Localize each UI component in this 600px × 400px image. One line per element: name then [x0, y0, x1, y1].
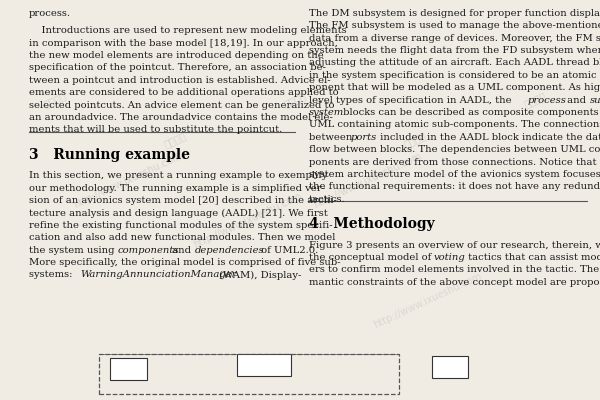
- Text: More specifically, the original model is comprised of five sub-: More specifically, the original model is…: [29, 258, 340, 267]
- Text: flow between blocks. The dependencies between UML com-: flow between blocks. The dependencies be…: [309, 145, 600, 154]
- Text: tactics that can assist model-: tactics that can assist model-: [465, 253, 600, 262]
- Text: between: between: [309, 133, 355, 142]
- Text: http://www.ixueshu.com: http://www.ixueshu.com: [72, 150, 184, 210]
- Text: components: components: [117, 246, 179, 255]
- FancyBboxPatch shape: [237, 354, 291, 376]
- Text: the system using: the system using: [29, 246, 118, 255]
- Text: tactics.: tactics.: [309, 195, 346, 204]
- Text: ments that will be used to substitute the pointcut.: ments that will be used to substitute th…: [29, 125, 282, 134]
- Text: Introductions are used to represent new modeling elements: Introductions are used to represent new …: [29, 26, 346, 35]
- Text: ponent that will be modeled as a UML component. As high-: ponent that will be modeled as a UML com…: [309, 83, 600, 92]
- Text: of UML2.0.: of UML2.0.: [257, 246, 318, 255]
- Text: tween a pointcut and introduction is established. Advice el-: tween a pointcut and introduction is est…: [29, 76, 331, 85]
- Text: system needs the flight data from the FD subsystem when: system needs the flight data from the FD…: [309, 46, 600, 55]
- Text: UML containing atomic sub-components. The connections: UML containing atomic sub-components. Th…: [309, 120, 600, 130]
- Text: ponents are derived from those connections. Notice that the: ponents are derived from those connectio…: [309, 158, 600, 167]
- Text: and: and: [564, 96, 589, 105]
- Text: our methodology. The running example is a simplified ver-: our methodology. The running example is …: [29, 184, 325, 193]
- Text: http://www.ixueshu.com: http://www.ixueshu.com: [192, 190, 304, 250]
- Text: ers to confirm model elements involved in the tactic. The se-: ers to confirm model elements involved i…: [309, 266, 600, 274]
- Text: sub-: sub-: [590, 96, 600, 105]
- Text: tecture analysis and design language (AADL) [21]. We first: tecture analysis and design language (AA…: [29, 208, 328, 218]
- Text: cation and also add new functional modules. Then we model: cation and also add new functional modul…: [29, 233, 335, 242]
- Text: The FM subsystem is used to manage the above-mentioned: The FM subsystem is used to manage the a…: [309, 21, 600, 30]
- Text: The DM subsystem is designed for proper function display.: The DM subsystem is designed for proper …: [309, 9, 600, 18]
- Text: 3   Running example: 3 Running example: [29, 148, 190, 162]
- Text: http://www.ixueshu.com: http://www.ixueshu.com: [372, 270, 484, 330]
- Text: (WAM), Display-: (WAM), Display-: [216, 270, 301, 280]
- Text: systems:: systems:: [29, 270, 79, 280]
- Text: ports: ports: [350, 133, 377, 142]
- Text: sion of an avionics system model [20] described in the archi-: sion of an avionics system model [20] de…: [29, 196, 337, 205]
- Text: blocks can be described as composite components of: blocks can be described as composite com…: [340, 108, 600, 117]
- Text: http://www.ixueshu.com: http://www.ixueshu.com: [312, 150, 424, 210]
- Text: ements are considered to be additional operations applied to: ements are considered to be additional o…: [29, 88, 338, 97]
- Text: in comparison with the base model [18,19]. In our approach,: in comparison with the base model [18,19…: [29, 38, 338, 48]
- Text: 百度文库: 百度文库: [522, 90, 548, 110]
- Text: system architecture model of the avionics system focuses on: system architecture model of the avionic…: [309, 170, 600, 179]
- Text: level types of specification in AADL, the: level types of specification in AADL, th…: [309, 96, 515, 105]
- Text: 百度文库: 百度文库: [162, 130, 188, 150]
- Text: adjusting the attitude of an aircraft. Each AADL thread block: adjusting the attitude of an aircraft. E…: [309, 58, 600, 68]
- Text: data from a diverse range of devices. Moreover, the FM sub-: data from a diverse range of devices. Mo…: [309, 34, 600, 43]
- Text: included in the AADL block indicate the data: included in the AADL block indicate the …: [377, 133, 600, 142]
- Text: and: and: [169, 246, 194, 255]
- Text: process.: process.: [29, 9, 71, 18]
- Text: the new model elements are introduced depending on the: the new model elements are introduced de…: [29, 51, 323, 60]
- Text: Figure 3 presents an overview of our research, therein, we see: Figure 3 presents an overview of our res…: [309, 241, 600, 250]
- Text: 4   Methodology: 4 Methodology: [309, 217, 435, 231]
- Text: mantic constraints of the above concept model are proposed: mantic constraints of the above concept …: [309, 278, 600, 287]
- Text: In this section, we present a running example to exemplify: In this section, we present a running ex…: [29, 171, 328, 180]
- Text: voting: voting: [434, 253, 466, 262]
- Text: WarningAnnunciationManager: WarningAnnunciationManager: [81, 270, 237, 280]
- Text: an aroundadvice. The aroundadvice contains the model ele-: an aroundadvice. The aroundadvice contai…: [29, 113, 332, 122]
- Text: the functional requirements: it does not have any redundancy: the functional requirements: it does not…: [309, 182, 600, 192]
- Text: the conceptual model of: the conceptual model of: [309, 253, 434, 262]
- FancyBboxPatch shape: [110, 358, 147, 380]
- Text: 百度文库: 百度文库: [402, 130, 428, 150]
- Text: 百度文库: 百度文库: [282, 90, 308, 110]
- Text: 百度文库: 百度文库: [42, 90, 68, 110]
- Text: dependencies: dependencies: [195, 246, 265, 255]
- Text: in the system specification is considered to be an atomic com-: in the system specification is considere…: [309, 71, 600, 80]
- FancyBboxPatch shape: [432, 356, 468, 378]
- Text: system: system: [309, 108, 344, 117]
- Text: refine the existing functional modules of the system specifi-: refine the existing functional modules o…: [29, 221, 332, 230]
- Text: process: process: [527, 96, 566, 105]
- Text: specification of the pointcut. Therefore, an association be-: specification of the pointcut. Therefore…: [29, 63, 326, 72]
- Text: selected pointcuts. An advice element can be generalized to: selected pointcuts. An advice element ca…: [29, 100, 334, 110]
